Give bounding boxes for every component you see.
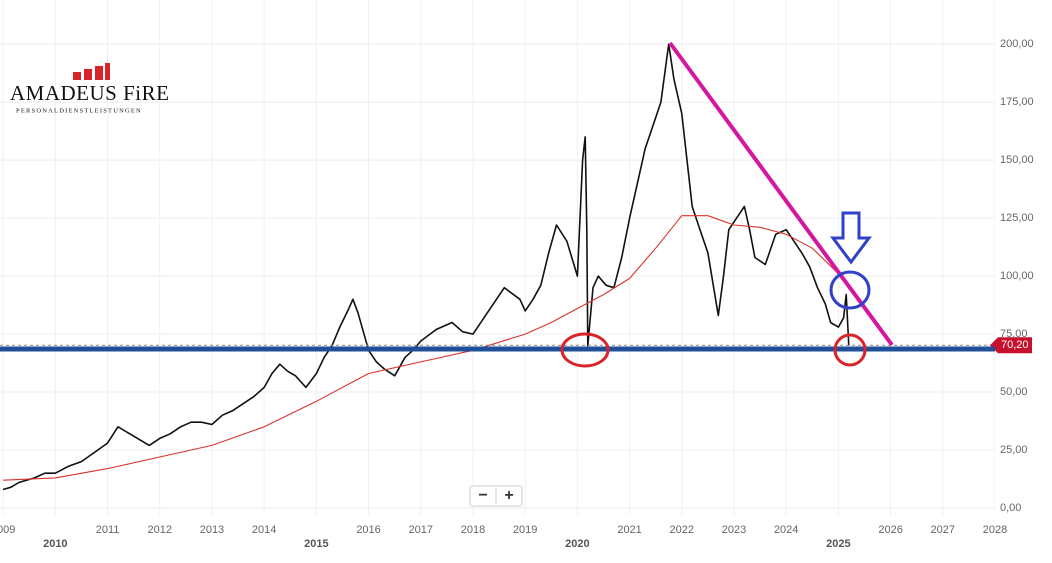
grid — [0, 0, 995, 515]
x-tick-label: 2021 — [617, 524, 641, 536]
x-tick-label: 2009 — [0, 524, 15, 536]
circle-marker — [833, 333, 867, 367]
x-tick-label: 2024 — [774, 524, 798, 536]
x-tick-label: 2012 — [148, 524, 172, 536]
circle-marker — [829, 270, 871, 310]
x-tick-label: 2010 — [43, 538, 67, 550]
logo: AMADEUS FiRE PERSONALDIENSTLEISTUNGEN — [10, 63, 169, 114]
y-tick-label: 200,00 — [1000, 38, 1034, 50]
arrow — [830, 211, 872, 265]
x-tick-label: 2025 — [826, 538, 850, 550]
price-tag-label: 70,20 — [1001, 339, 1029, 351]
x-tick-label: 2028 — [983, 524, 1007, 536]
x-tick-label: 2014 — [252, 524, 276, 536]
x-tick-label: 2023 — [722, 524, 746, 536]
y-tick-label: 100,00 — [1000, 270, 1034, 282]
price-line — [2, 43, 850, 491]
zoom-out[interactable]: − — [478, 487, 487, 504]
y-tick-label: 25,00 — [1000, 444, 1028, 456]
x-tick-label: 2022 — [670, 524, 694, 536]
x-tick-label: 2013 — [200, 524, 224, 536]
y-tick-label: 50,00 — [1000, 386, 1028, 398]
x-tick-label: 2027 — [931, 524, 955, 536]
x-tick-label: 2011 — [96, 524, 120, 536]
y-tick-label: 175,00 — [1000, 96, 1034, 108]
x-tick-label: 2026 — [878, 524, 902, 536]
x-tick-label: 2019 — [513, 524, 537, 536]
price-line — [3, 215, 850, 481]
logo-tagline: PERSONALDIENSTLEISTUNGEN — [16, 107, 142, 114]
circle-marker — [560, 332, 610, 368]
x-tick-label: 2015 — [304, 538, 328, 550]
x-tick-label: 2020 — [565, 538, 589, 550]
x-tick-label: 2017 — [409, 524, 433, 536]
y-tick-label: 0,00 — [1000, 502, 1021, 514]
axes: 0,00 25,00 50,00 75,00 100,00 125,00 150,00 175… — [0, 38, 1034, 550]
zoom-in[interactable]: + — [504, 487, 513, 504]
x-tick-label: 2018 — [461, 524, 485, 536]
plot — [0, 43, 995, 491]
zoom-controls: − + — [469, 485, 523, 507]
y-tick-label: 125,00 — [1000, 212, 1034, 224]
x-tick-label: 2016 — [356, 524, 380, 536]
logo-name: AMADEUS FiRE — [10, 81, 169, 105]
trend-line — [668, 41, 894, 347]
y-tick-label: 75,00 — [1000, 328, 1028, 340]
y-tick-label: 150,00 — [1000, 154, 1034, 166]
price-tag — [990, 337, 1032, 354]
